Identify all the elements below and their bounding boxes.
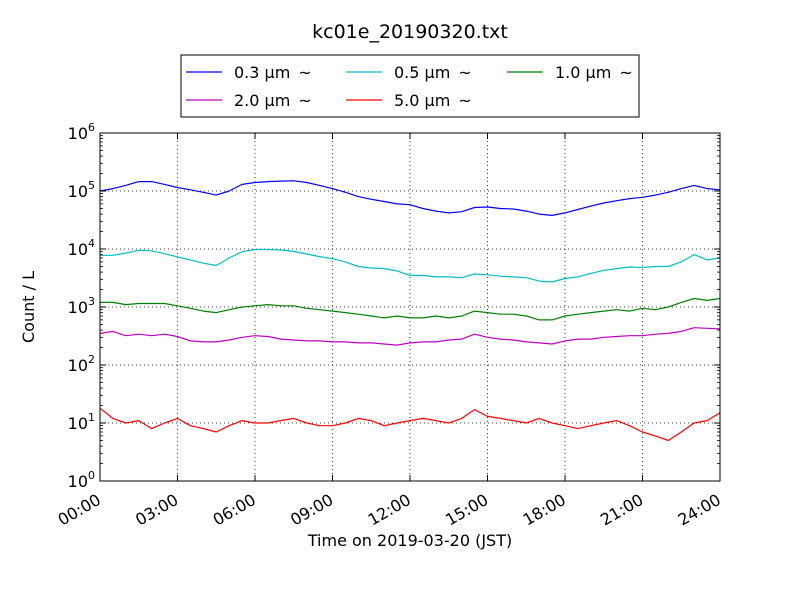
y-tick-exponent: 5 bbox=[88, 179, 95, 192]
legend-label-4: 5.0 μm bbox=[394, 91, 450, 110]
legend-label-2: 1.0 μm bbox=[555, 63, 611, 82]
series-line-0 bbox=[99, 180, 721, 216]
y-tick-base: 10 bbox=[68, 414, 88, 433]
legend-label-3: 2.0 μm bbox=[234, 91, 290, 110]
x-tick-label: 09:00 bbox=[287, 490, 336, 530]
y-tick-base: 10 bbox=[68, 298, 88, 317]
legend-suffix-3: ~ bbox=[298, 91, 311, 110]
x-tick-labels: 00:00 03:00 06:00 09:00 12:00 15:00 18:00 21:00… bbox=[55, 490, 724, 530]
x-tick-label: 06:00 bbox=[210, 490, 259, 530]
y-tick-exponent: 1 bbox=[88, 411, 95, 424]
x-tick-label: 24:00 bbox=[675, 490, 724, 530]
y-tick-label: 101 bbox=[68, 411, 95, 433]
series-line-3 bbox=[99, 327, 721, 346]
legend: 0.3 μm ~0.5 μm ~1.0 μm ~2.0 μm ~5.0 μm ~ bbox=[180, 54, 640, 118]
series-line-1 bbox=[100, 248, 721, 283]
y-tick-exponent: 6 bbox=[88, 121, 95, 134]
axis-ticks bbox=[99, 132, 721, 482]
y-tick-exponent: 3 bbox=[88, 295, 95, 308]
legend-suffix-0: ~ bbox=[298, 63, 311, 82]
y-tick-label: 106 bbox=[68, 121, 95, 143]
legend-box bbox=[180, 54, 640, 118]
y-tick-label: 102 bbox=[68, 353, 95, 375]
y-tick-base: 10 bbox=[68, 240, 88, 259]
y-tick-exponent: 0 bbox=[88, 469, 95, 482]
x-tick-label: 00:00 bbox=[55, 490, 104, 530]
chart-title: kc01e_20190320.txt bbox=[312, 21, 508, 43]
legend-label-1: 0.5 μm bbox=[394, 63, 450, 82]
y-axis-label: Count / L bbox=[19, 271, 38, 343]
x-tick-label: 21:00 bbox=[597, 490, 646, 530]
series-line-2 bbox=[100, 297, 721, 321]
series-layer bbox=[99, 180, 721, 442]
y-tick-label: 104 bbox=[68, 237, 95, 259]
y-tick-label: 100 bbox=[68, 469, 95, 491]
x-tick-label: 03:00 bbox=[132, 490, 181, 530]
y-tick-exponent: 2 bbox=[88, 353, 95, 366]
grid-lines bbox=[100, 133, 720, 481]
x-tick-label: 15:00 bbox=[442, 490, 491, 530]
legend-suffix-4: ~ bbox=[458, 91, 471, 110]
y-tick-base: 10 bbox=[68, 472, 88, 491]
x-tick-label: 18:00 bbox=[520, 490, 569, 530]
y-tick-base: 10 bbox=[68, 124, 88, 143]
y-tick-exponent: 4 bbox=[88, 237, 95, 250]
x-tick-label: 12:00 bbox=[365, 490, 414, 530]
legend-label-0: 0.3 μm bbox=[234, 63, 290, 82]
legend-suffix-2: ~ bbox=[619, 63, 632, 82]
legend-suffix-1: ~ bbox=[458, 63, 471, 82]
y-tick-label: 103 bbox=[68, 295, 95, 317]
series-line-4 bbox=[99, 407, 721, 442]
x-axis-label: Time on 2019-03-20 (JST) bbox=[307, 531, 512, 550]
y-tick-label: 105 bbox=[68, 179, 95, 201]
y-tick-base: 10 bbox=[68, 182, 88, 201]
y-tick-base: 10 bbox=[68, 356, 88, 375]
